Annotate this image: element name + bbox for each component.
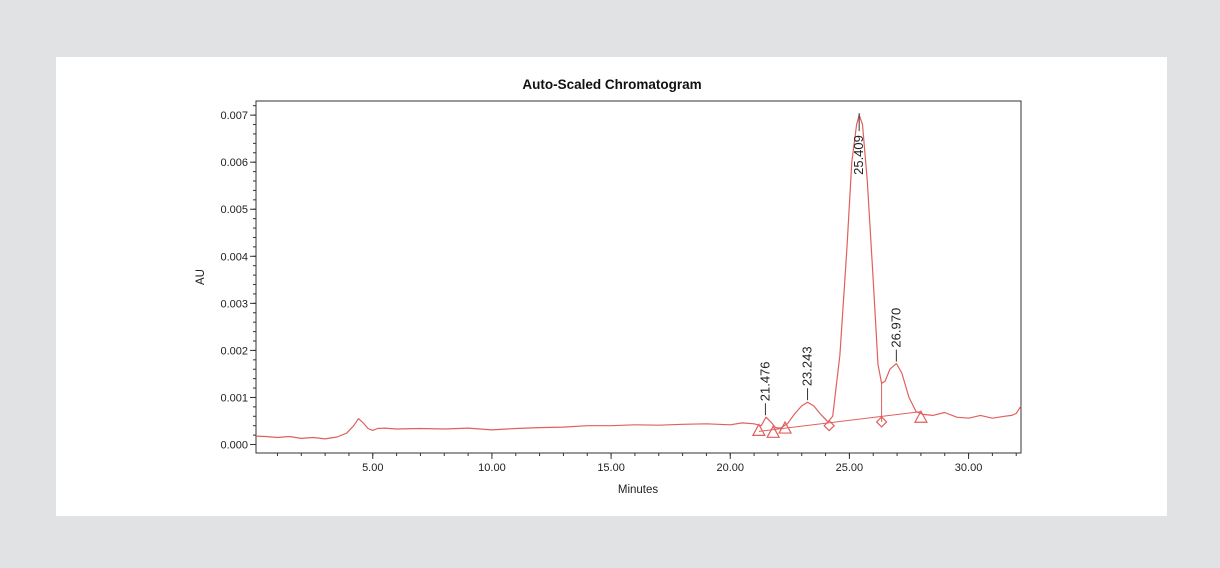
peak-labels: 21.476 23.243 25.409 26.970 <box>757 113 903 416</box>
integration-baseline <box>758 411 921 432</box>
y-tick-label: 0.002 <box>220 345 248 357</box>
y-tick-label: 0.007 <box>220 110 248 122</box>
x-axis-label: Minutes <box>618 484 659 496</box>
chromatogram-chart: Auto-Scaled Chromatogram AU Minutes 5.00… <box>195 77 1022 496</box>
peak-label: 25.409 <box>851 135 866 175</box>
diamond-marker <box>875 416 888 428</box>
chart-card: Auto-Scaled Chromatogram AU Minutes 5.00… <box>56 57 1167 516</box>
baselines <box>758 383 921 432</box>
diamond-marker <box>823 419 836 432</box>
chart-title: Auto-Scaled Chromatogram <box>522 77 701 92</box>
x-tick-label: 5.00 <box>362 462 383 474</box>
triangle-marker <box>751 423 766 437</box>
x-tick-label: 10.00 <box>478 462 506 474</box>
x-tick-label: 20.00 <box>716 462 744 474</box>
triangle-marker <box>778 420 793 434</box>
y-tick-label: 0.006 <box>220 157 248 169</box>
x-tick-label: 15.00 <box>597 462 625 474</box>
x-tick-label: 25.00 <box>836 462 864 474</box>
series <box>255 114 1022 440</box>
y-axis-label: AU <box>195 269 207 285</box>
peak-markers <box>751 409 928 438</box>
y-tick-label: 0.005 <box>220 204 248 216</box>
triangle-marker <box>766 425 781 438</box>
x-tick-label: 30.00 <box>955 462 983 474</box>
y-tick-label: 0.004 <box>220 251 248 263</box>
chromatogram-trace <box>255 114 1022 440</box>
axes: 5.00 10.00 15.00 20.00 25.00 30.00 0.000 0.001 0… <box>220 100 1022 474</box>
plot-frame <box>255 100 1022 454</box>
peak-label: 21.476 <box>757 361 772 401</box>
y-tick-label: 0.001 <box>220 392 248 404</box>
triangle-marker <box>913 409 928 423</box>
peak-label: 23.243 <box>800 346 815 386</box>
y-tick-label: 0.003 <box>220 298 248 310</box>
peak-label: 26.970 <box>888 308 903 348</box>
y-tick-label: 0.000 <box>220 440 248 452</box>
